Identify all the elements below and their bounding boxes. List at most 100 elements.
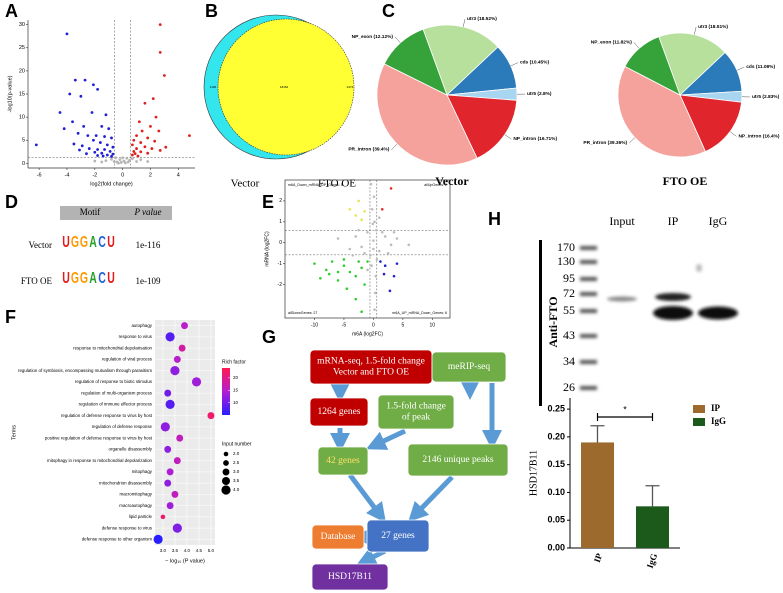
western-blot	[539, 240, 738, 406]
ladder-band	[580, 360, 597, 364]
y-axis-title: mRNA (log2FC)	[264, 231, 270, 267]
point	[380, 230, 384, 234]
legend-title: Input number	[222, 441, 252, 447]
point	[351, 253, 355, 257]
point	[132, 149, 136, 153]
point	[370, 207, 374, 211]
x-tick-label: -4	[65, 172, 70, 178]
y-tick-label: positive regulation of defense response …	[45, 435, 153, 440]
color-tick-label: 10	[233, 400, 239, 405]
point	[324, 268, 328, 272]
flow-node	[407, 443, 509, 477]
point	[104, 159, 108, 163]
point	[327, 272, 331, 276]
y-tick-label: 0	[22, 161, 25, 167]
lane-label: IgG	[709, 214, 728, 228]
point	[348, 207, 352, 211]
color-bar	[222, 368, 230, 415]
point	[80, 144, 84, 148]
slice-label: utr3 (18.51%)	[698, 24, 728, 30]
motif-letter: C	[98, 233, 106, 251]
size-key-label: 3.5	[233, 478, 240, 483]
bubble	[153, 534, 163, 544]
point	[149, 124, 152, 128]
point	[392, 230, 396, 234]
x-tick-label: 5.0	[208, 548, 215, 553]
point	[388, 289, 392, 293]
significance-label: *	[623, 404, 627, 414]
leader-line	[729, 131, 737, 137]
bubble	[160, 422, 170, 432]
y-tick-label: 20	[19, 68, 25, 74]
slice-category: NP_intron	[513, 136, 536, 142]
point	[377, 216, 381, 219]
point	[140, 129, 144, 133]
slice-value-label: (39.36%)	[608, 140, 628, 146]
motif-letter: A	[89, 269, 97, 287]
slice-value-label: (11.08%)	[756, 64, 776, 70]
bubble	[160, 514, 166, 520]
motif-letter: G	[80, 233, 88, 251]
point	[373, 291, 377, 295]
x-tick-label: 4.0	[184, 548, 191, 553]
point	[360, 310, 363, 314]
panel-label: F	[5, 307, 16, 327]
point	[86, 134, 90, 138]
bubble	[207, 412, 215, 420]
legend-swatch	[693, 418, 705, 426]
slice-category: NP_exon	[591, 40, 612, 46]
point	[111, 152, 115, 156]
leader-line	[391, 143, 398, 150]
point	[383, 235, 387, 238]
slice-label: NP_intron (16.4%)	[738, 134, 779, 140]
point	[107, 127, 111, 131]
point	[146, 151, 150, 155]
slice-category: utr3	[698, 24, 707, 30]
color-tick-label: 20	[233, 375, 239, 380]
ladder-band	[580, 309, 597, 313]
pie-slice	[679, 94, 743, 153]
y-tick-label: regulation of immune effector process	[79, 402, 153, 407]
leader-line	[736, 66, 745, 71]
panel-label: G	[262, 327, 276, 347]
panel-label: D	[5, 192, 18, 212]
point	[348, 247, 352, 251]
motif-letter: U	[62, 269, 70, 287]
blot-bands	[607, 264, 738, 320]
blot-bar	[539, 240, 542, 406]
arrow	[348, 473, 386, 523]
flow-node-label: Database	[321, 532, 356, 542]
point	[372, 247, 375, 251]
slice-label: NP_exon (12.12%)	[352, 34, 394, 40]
x-tick-label: 3.0	[160, 548, 167, 553]
x-axis-title: log2(fold change)	[90, 181, 133, 187]
x-tick-label: IgG	[645, 552, 660, 570]
panel-label: E	[262, 192, 274, 212]
table-header: Motif	[80, 207, 101, 217]
x-tick-label: 4	[177, 172, 180, 178]
y-tick-label: response to virus	[119, 334, 153, 339]
point	[130, 157, 134, 161]
point	[363, 283, 366, 286]
point	[375, 228, 378, 232]
y-tick-label: 1	[279, 219, 282, 225]
slice-value-label: (18.51%)	[709, 24, 729, 30]
y-tick-label: 15	[19, 91, 25, 97]
y-axis-title: HSD17B11	[528, 450, 539, 496]
slice-category: PR_intron	[583, 140, 606, 146]
point	[354, 235, 358, 238]
x-tick-label: 4.5	[196, 548, 203, 553]
point	[96, 148, 99, 151]
point	[96, 87, 99, 91]
slice-category: PR_intron	[348, 147, 371, 153]
bubble	[171, 490, 179, 498]
motif-letter: G	[80, 269, 88, 287]
x-tick-label: 10	[430, 322, 436, 328]
ladder-label: 95	[563, 271, 575, 285]
x-tick-label: 5	[401, 322, 404, 328]
ladder-label: 43	[563, 328, 575, 342]
bubble	[181, 322, 188, 330]
y-tick-label: 0.15	[547, 459, 565, 469]
point	[34, 143, 38, 147]
venn-set-label: FTO OE	[318, 178, 356, 190]
